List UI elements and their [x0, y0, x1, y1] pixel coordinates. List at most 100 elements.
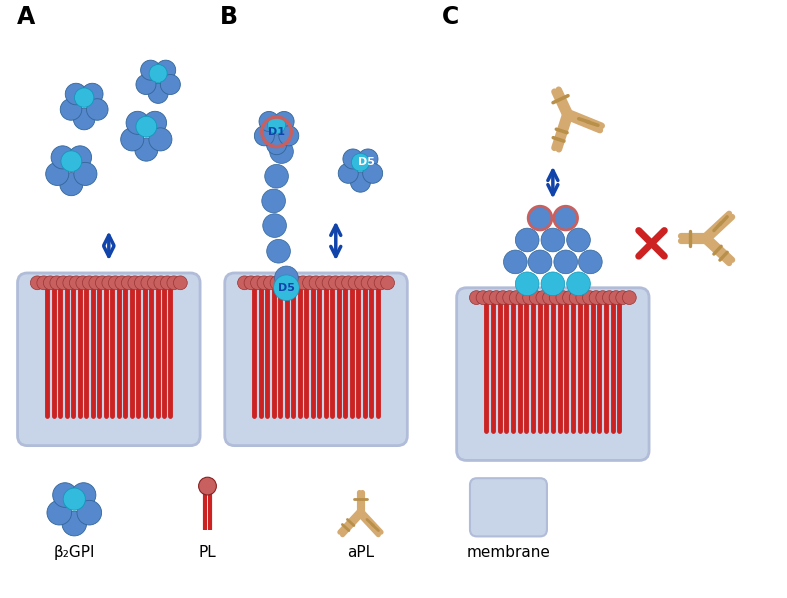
Circle shape [582, 291, 597, 304]
Circle shape [156, 60, 176, 80]
Text: PL: PL [198, 545, 216, 560]
Circle shape [509, 291, 523, 304]
Circle shape [290, 276, 304, 289]
Circle shape [503, 291, 516, 304]
Circle shape [136, 75, 156, 94]
Circle shape [267, 135, 286, 155]
Circle shape [264, 276, 278, 289]
Circle shape [270, 140, 294, 163]
Circle shape [128, 276, 142, 289]
Circle shape [348, 276, 362, 289]
Circle shape [43, 276, 57, 289]
Circle shape [57, 276, 70, 289]
Circle shape [126, 111, 150, 135]
Circle shape [528, 206, 552, 230]
Circle shape [60, 173, 83, 196]
Circle shape [82, 83, 103, 105]
Circle shape [541, 272, 565, 295]
Circle shape [343, 149, 363, 169]
Circle shape [482, 291, 497, 304]
Circle shape [264, 164, 288, 188]
Circle shape [542, 291, 556, 304]
Circle shape [121, 276, 135, 289]
Text: aPL: aPL [347, 545, 374, 560]
FancyBboxPatch shape [470, 478, 547, 536]
Circle shape [72, 483, 96, 507]
Circle shape [109, 276, 122, 289]
Circle shape [303, 276, 316, 289]
Circle shape [576, 291, 589, 304]
Circle shape [567, 228, 590, 252]
Circle shape [296, 276, 310, 289]
Circle shape [515, 272, 539, 295]
Circle shape [268, 116, 286, 134]
Circle shape [335, 276, 349, 289]
Text: D5: D5 [358, 157, 375, 167]
Circle shape [259, 111, 279, 132]
Circle shape [274, 275, 299, 301]
Circle shape [274, 111, 294, 132]
Circle shape [316, 276, 330, 289]
Circle shape [623, 291, 636, 304]
Circle shape [53, 483, 77, 507]
Circle shape [528, 250, 552, 274]
Circle shape [381, 276, 394, 289]
Circle shape [609, 291, 623, 304]
Circle shape [567, 272, 590, 295]
Circle shape [368, 276, 382, 289]
Circle shape [120, 128, 144, 151]
Circle shape [350, 172, 371, 192]
Circle shape [148, 83, 168, 103]
Circle shape [541, 228, 565, 252]
FancyBboxPatch shape [225, 273, 408, 446]
Circle shape [68, 146, 91, 169]
Circle shape [167, 276, 181, 289]
Text: D1: D1 [268, 127, 285, 137]
Circle shape [263, 213, 286, 237]
Circle shape [141, 276, 155, 289]
Circle shape [516, 291, 530, 304]
Circle shape [50, 276, 64, 289]
Text: membrane: membrane [467, 545, 550, 560]
Circle shape [309, 276, 323, 289]
Circle shape [149, 128, 172, 151]
Circle shape [76, 276, 90, 289]
Circle shape [358, 149, 378, 169]
Circle shape [63, 488, 85, 510]
Circle shape [563, 291, 576, 304]
Circle shape [147, 276, 161, 289]
Circle shape [46, 163, 68, 185]
Circle shape [87, 99, 108, 120]
Circle shape [569, 291, 583, 304]
Text: A: A [17, 5, 35, 29]
Circle shape [596, 291, 610, 304]
Circle shape [267, 239, 290, 263]
Circle shape [238, 276, 251, 289]
Text: D5: D5 [278, 283, 295, 293]
FancyBboxPatch shape [456, 288, 649, 460]
Circle shape [270, 276, 284, 289]
Circle shape [496, 291, 510, 304]
Circle shape [283, 276, 297, 289]
Circle shape [603, 291, 616, 304]
Circle shape [244, 276, 258, 289]
Circle shape [154, 276, 168, 289]
Circle shape [161, 276, 174, 289]
Circle shape [363, 163, 382, 184]
Circle shape [338, 163, 358, 184]
Circle shape [470, 291, 483, 304]
Circle shape [65, 83, 87, 105]
Circle shape [143, 111, 167, 135]
Circle shape [141, 60, 161, 80]
Circle shape [515, 228, 539, 252]
Circle shape [74, 163, 97, 185]
Circle shape [254, 126, 275, 146]
Circle shape [554, 250, 578, 274]
Circle shape [69, 276, 83, 289]
Circle shape [536, 291, 550, 304]
Circle shape [589, 291, 603, 304]
Circle shape [322, 276, 336, 289]
Circle shape [135, 276, 148, 289]
Circle shape [77, 501, 102, 525]
Circle shape [490, 291, 503, 304]
